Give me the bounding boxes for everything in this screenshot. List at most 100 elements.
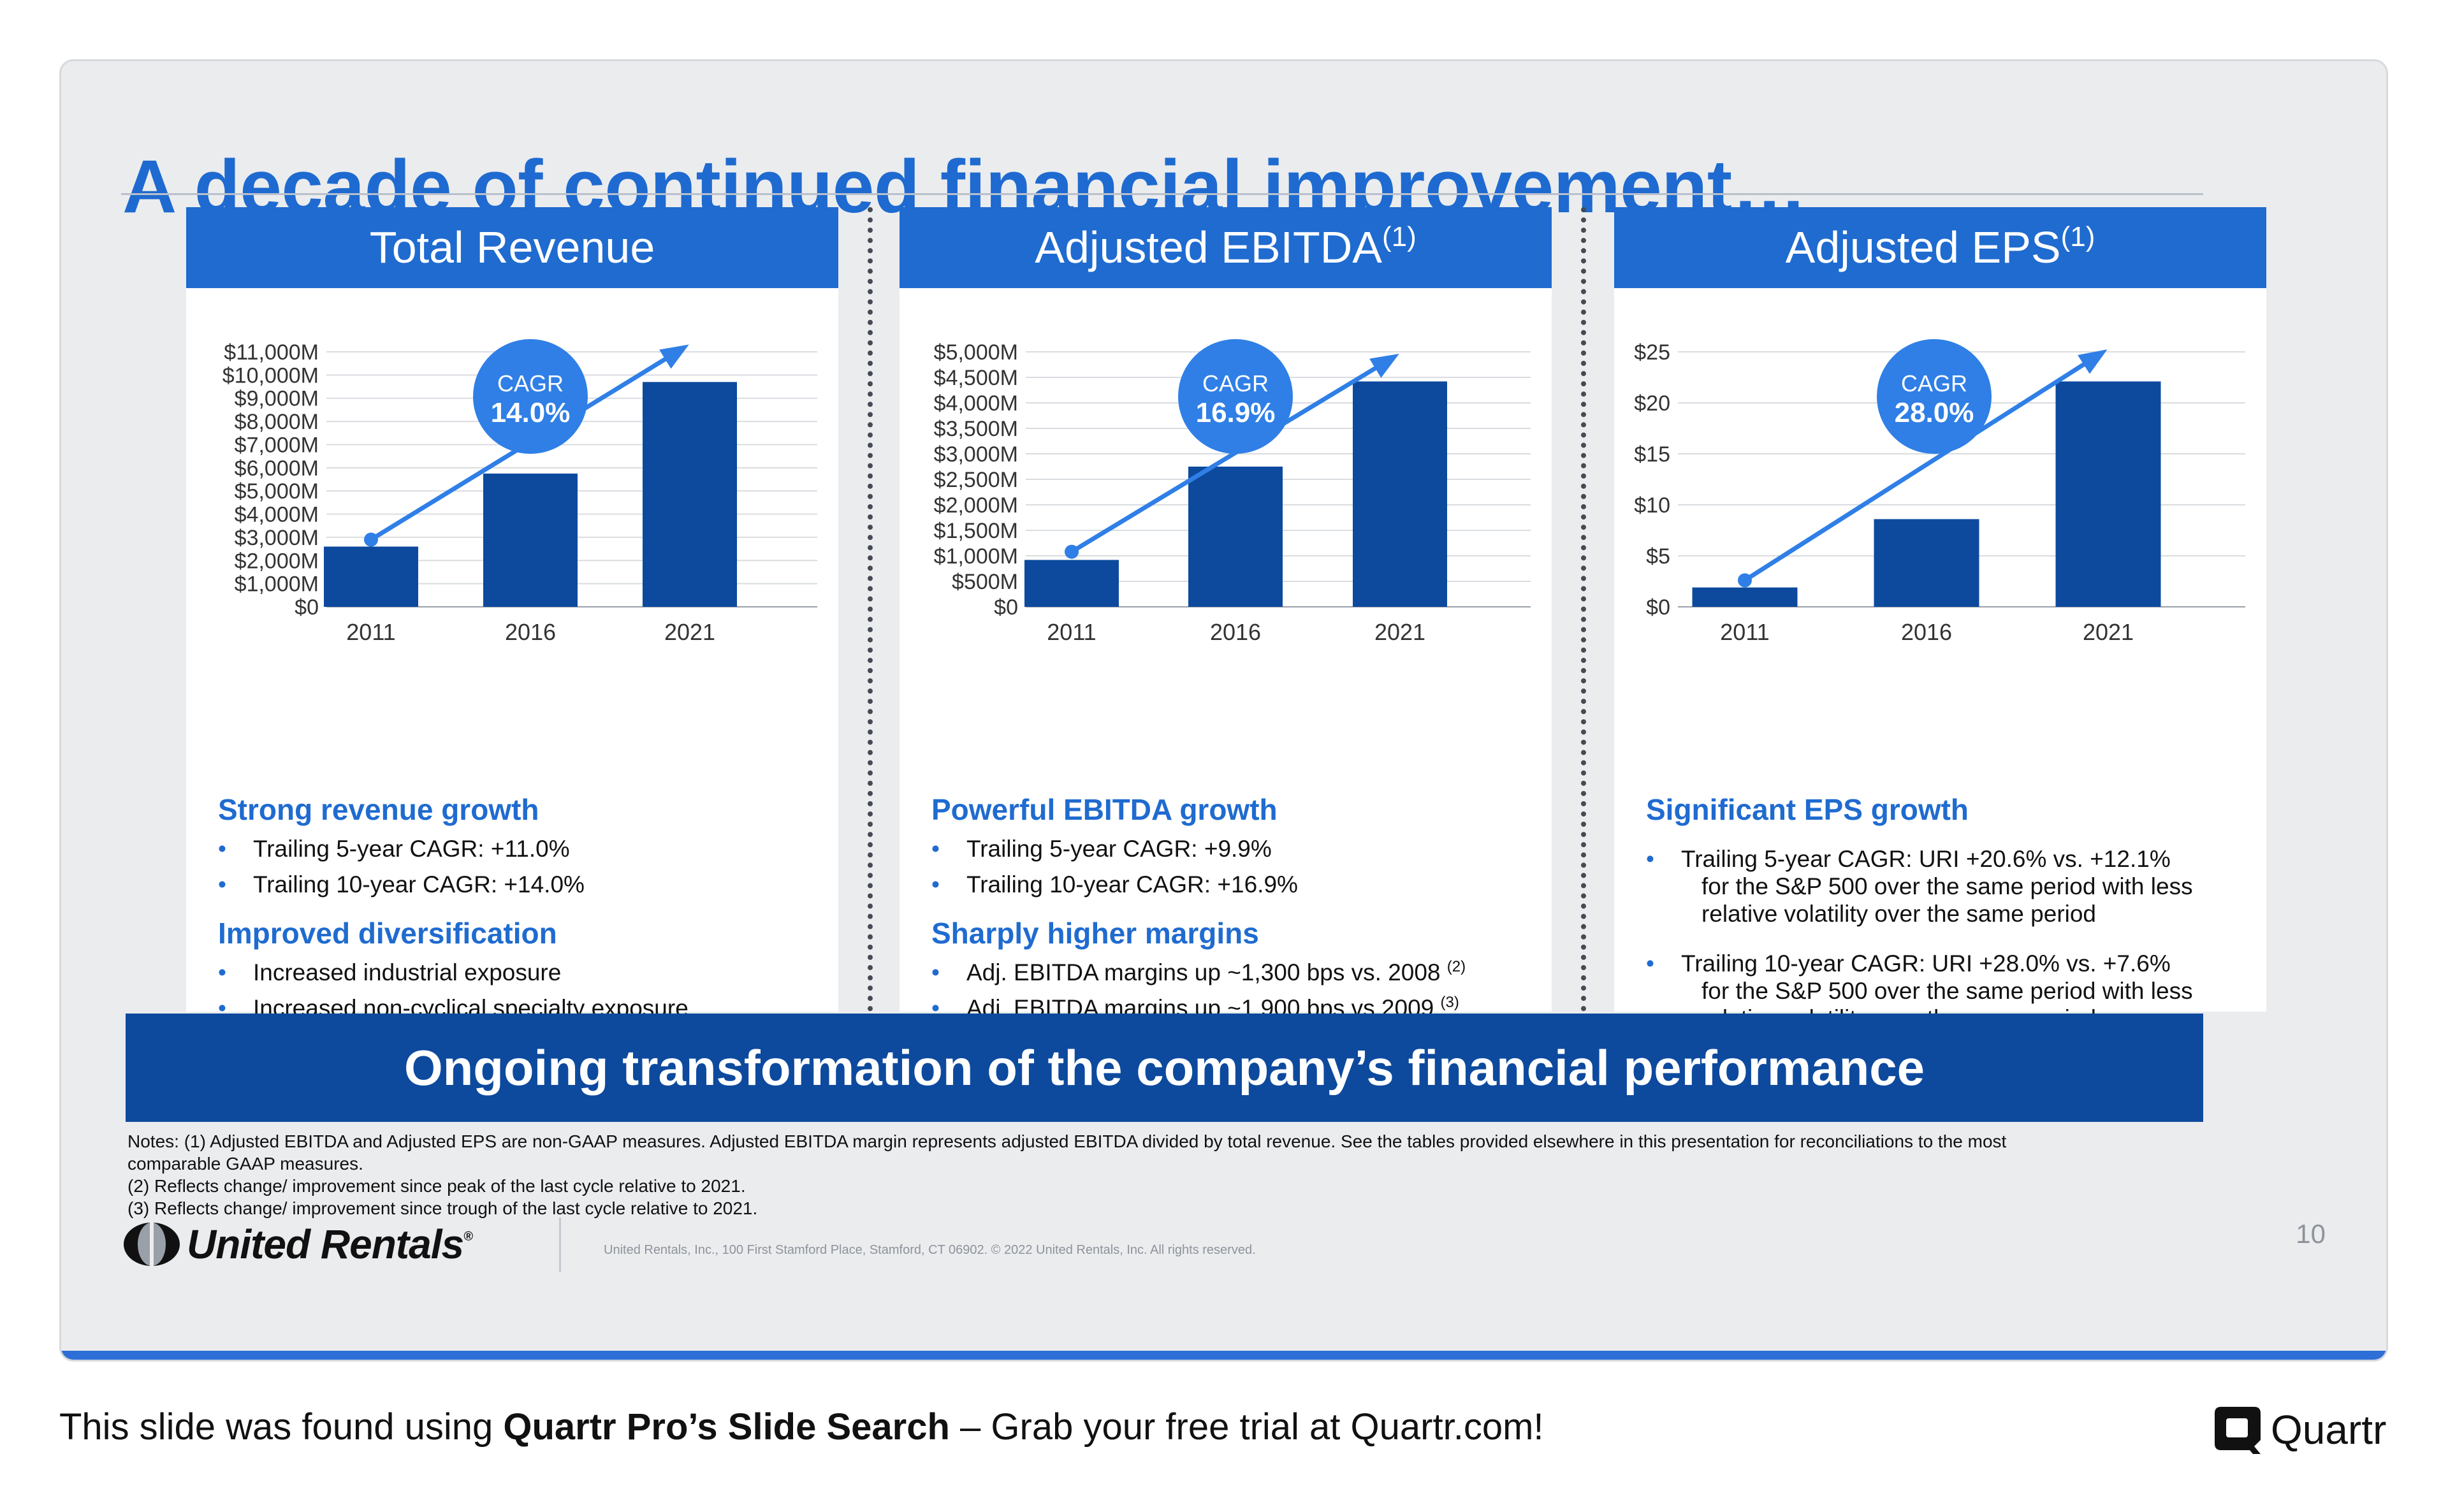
promo-footer: This slide was found using Quartr Pro’s … (59, 1406, 1544, 1448)
quartr-logo[interactable]: Quartr (2212, 1404, 2386, 1455)
y-tick-label: $5,000M (934, 340, 1018, 365)
bar (324, 546, 418, 607)
y-tick-label: $2,000M (934, 493, 1018, 518)
bullet-text: Trailing 10-year CAGR: +14.0% (253, 871, 585, 898)
y-tick-label: $10 (1634, 493, 1670, 518)
y-tick-label: $9,000M (235, 387, 319, 411)
promo-suffix: – Grab your free trial at Quartr.com! (949, 1406, 1544, 1448)
footnote-line: (2) Reflects change/ improvement since p… (127, 1176, 746, 1196)
y-tick-label: $4,000M (235, 503, 319, 527)
footnote-line: comparable GAAP measures. (127, 1154, 363, 1174)
panel-adjusted-eps: Adjusted EPS(1) $0 $5 $10 $15 $20 $25 2011 2016… (1614, 207, 2266, 1031)
y-tick-label: $3,000M (235, 526, 319, 550)
bullet-text: Trailing 5-year CAGR: +9.9% (966, 836, 1272, 862)
page-number: 10 (2296, 1219, 2326, 1249)
y-tick-label: $20 (1634, 391, 1670, 416)
x-tick-label: 2021 (1374, 619, 1425, 645)
bar (1024, 560, 1119, 607)
trend-arrow (1070, 354, 1399, 554)
bar (1874, 519, 1979, 607)
y-tick-label: $0 (994, 595, 1018, 620)
bullet-item: • Trailing 10-year CAGR: +16.9% (931, 871, 1298, 898)
bullet-text-continuation: for the S&P 500 over the same period wit… (1701, 978, 2193, 1004)
section-heading: Improved diversification (218, 917, 557, 950)
y-tick-label: $4,500M (934, 366, 1018, 390)
quartr-wordmark: Quartr (2271, 1407, 2387, 1453)
x-tick-label: 2011 (1720, 619, 1769, 645)
bullet-footnote: (3) (1440, 994, 1459, 1011)
cagr-label: CAGR (1901, 370, 1967, 396)
united-rentals-logo: United Rentals® (121, 1219, 473, 1270)
slide-bottom-bar (61, 1351, 2386, 1360)
cagr-label: CAGR (1202, 370, 1269, 396)
logo-registered-mark: ® (463, 1230, 473, 1244)
x-tick-label: 2016 (505, 619, 556, 645)
bullet-text: Trailing 5-year CAGR: +11.0% (253, 836, 570, 862)
bullet-dot: • (931, 871, 940, 898)
summary-banner: Ongoing transformation of the company’s … (126, 1014, 2203, 1122)
section-heading: Sharply higher margins (931, 917, 1259, 950)
y-tick-label: $2,500M (934, 468, 1018, 492)
y-tick-label: $0 (295, 595, 319, 620)
panel-header: Adjusted EBITDA(1) (900, 207, 1552, 288)
united-rentals-logo-mark-icon (124, 1221, 180, 1267)
logo-wordmark: United Rentals® (187, 1219, 473, 1270)
bar (1692, 587, 1798, 607)
bullet-dot: • (218, 959, 226, 985)
bullet-item: • Trailing 5-year CAGR: +11.0% (218, 835, 570, 862)
panel-divider (868, 207, 873, 1012)
bullet-item: • Trailing 5-year CAGR: +9.9% (931, 835, 1272, 862)
bullet-dot: • (931, 836, 940, 862)
panel-header-footnote: (1) (1381, 221, 1417, 252)
quartr-logo-mark-icon (2215, 1407, 2261, 1454)
bullet-text: Trailing 10-year CAGR: URI +28.0% vs. +7… (1681, 950, 2171, 977)
bullet-dot: • (1646, 950, 1654, 977)
bullet-item: • Increased industrial exposure (218, 959, 561, 986)
y-tick-label: $0 (1646, 595, 1670, 620)
bullet-dot: • (1646, 846, 1654, 872)
section-heading: Powerful EBITDA growth (931, 793, 1278, 826)
y-tick-label: $11,000M (224, 340, 319, 365)
panel-adjusted-ebitda: Adjusted EBITDA(1) $0 $500M $1,000M $1,500M… (900, 207, 1552, 1021)
bullet-text-continuation: for the S&P 500 over the same period wit… (1701, 873, 2193, 899)
x-tick-label: 2021 (2083, 619, 2134, 645)
bullet-footnote: (2) (1446, 958, 1466, 975)
y-tick-label: $7,000M (235, 433, 319, 457)
cagr-value: 16.9% (1196, 397, 1276, 428)
bullet-dot: • (931, 959, 940, 985)
bullet-text: Increased industrial exposure (253, 959, 562, 985)
bullet-item: • Trailing 10-year CAGR: +14.0% (218, 871, 585, 898)
y-tick-label: $10,000M (222, 363, 319, 388)
x-tick-label: 2011 (1047, 619, 1096, 645)
bar (1353, 381, 1447, 607)
panel-header-label: Total Revenue (369, 222, 655, 272)
bar (643, 382, 737, 607)
bullet-dot: • (218, 871, 226, 898)
bullet-text: Trailing 10-year CAGR: +16.9% (966, 871, 1298, 898)
panel-header-footnote: (1) (2060, 221, 2095, 252)
bullet-text: Trailing 5-year CAGR: URI +20.6% vs. +12… (1681, 846, 2171, 872)
footnotes: Notes: (1) Adjusted EBITDA and Adjusted … (127, 1130, 2206, 1219)
x-tick-label: 2011 (346, 619, 395, 645)
y-tick-label: $4,000M (934, 391, 1018, 416)
panel-header: Adjusted EPS(1) (1614, 207, 2266, 288)
cagr-badge (1877, 339, 1992, 454)
bullet-text: Adj. EBITDA margins up ~1,300 bps vs. 20… (966, 959, 1441, 985)
cagr-value: 14.0% (491, 397, 571, 428)
y-tick-label: $6,000M (235, 456, 319, 481)
cagr-label: CAGR (497, 370, 564, 396)
footnote-line: (3) Reflects change/ improvement since t… (127, 1198, 758, 1218)
y-tick-label: $8,000M (235, 410, 319, 434)
y-tick-label: $3,000M (934, 442, 1018, 467)
y-tick-label: $3,500M (934, 417, 1018, 441)
panel-header-label: Adjusted EPS (1785, 222, 2061, 272)
promo-prefix: This slide was found using (59, 1406, 504, 1448)
bar (483, 473, 578, 607)
cagr-badge (473, 339, 588, 454)
x-tick-label: 2016 (1901, 619, 1952, 645)
y-tick-label: $500M (952, 570, 1018, 594)
bar (1188, 467, 1283, 607)
bullet-item: • Adj. EBITDA margins up ~1,300 bps vs. 2… (931, 959, 1466, 986)
y-tick-label: $15 (1634, 442, 1670, 467)
